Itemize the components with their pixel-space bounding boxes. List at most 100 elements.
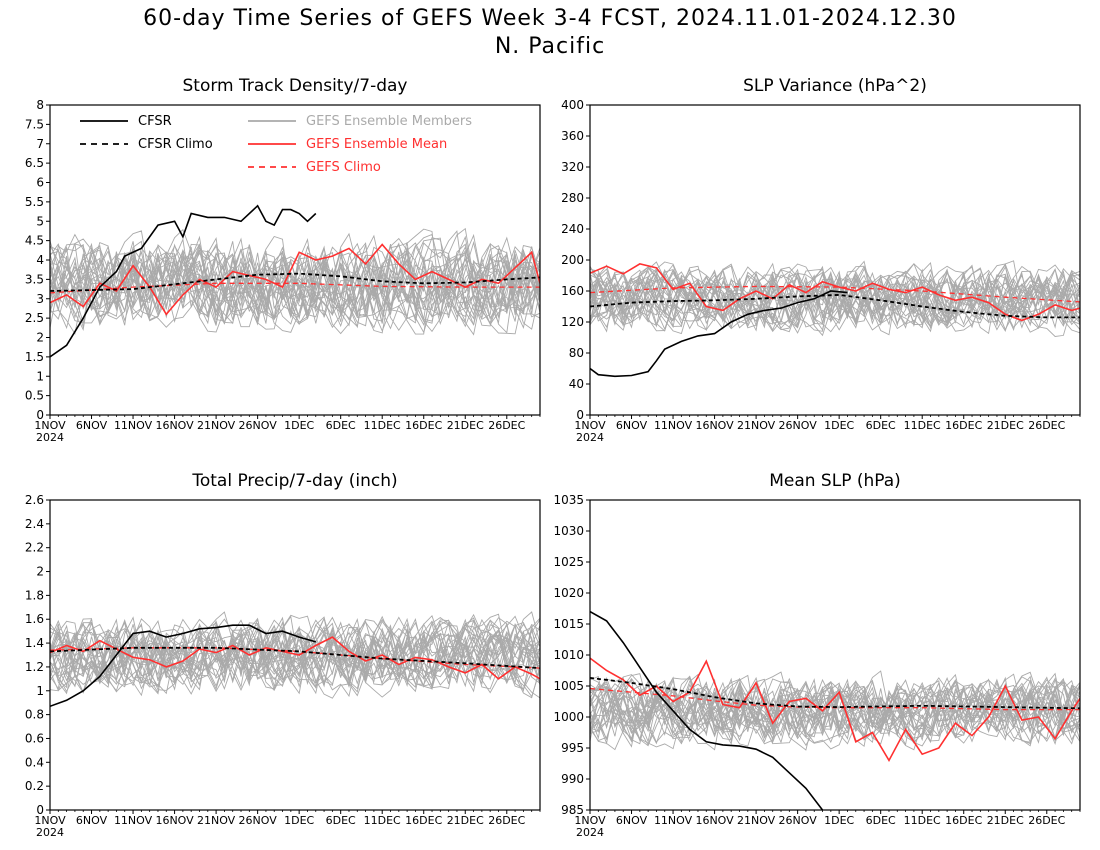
x-tick-label: 6DEC	[866, 419, 896, 432]
ensemble-member-line	[50, 622, 540, 695]
plot-area	[590, 260, 1080, 378]
x-year-label: 2024	[576, 431, 604, 444]
y-tick-label: 6	[36, 176, 44, 190]
x-tick-label: 16NOV	[695, 419, 734, 432]
x-tick-label: 26NOV	[779, 814, 818, 827]
x-tick-label: 16DEC	[405, 419, 442, 432]
y-tick-label: 0.5	[25, 389, 44, 403]
ensemble-member-line	[50, 619, 540, 695]
y-tick-label: 2.6	[25, 493, 44, 507]
x-tick-label: 6DEC	[866, 814, 896, 827]
ensemble-member-line	[590, 675, 1080, 745]
legend-label-gefs-climo: GEFS Climo	[306, 160, 381, 175]
y-tick-label: 120	[561, 315, 584, 329]
x-tick-label: 1DEC	[824, 419, 854, 432]
ensemble-member-line	[50, 246, 540, 326]
ensemble-member-line	[50, 230, 540, 331]
ensemble-member-line	[590, 264, 1080, 331]
x-tick-label: 6NOV	[76, 814, 108, 827]
ensemble-member-line	[50, 614, 540, 693]
y-tick-label: 1.2	[25, 660, 44, 674]
y-tick-label: 200	[561, 253, 584, 267]
cfsr-line	[50, 204, 317, 358]
y-tick-label: 1.5	[25, 350, 44, 364]
legend-label-ens-mean: GEFS Ensemble Mean	[306, 137, 447, 152]
y-tick-label: 2.2	[25, 541, 44, 555]
figure-title: 60-day Time Series of GEFS Week 3-4 FCST…	[143, 6, 957, 31]
gefs-ensemble-mean-line	[50, 636, 540, 680]
y-tick-label: 1	[36, 684, 44, 698]
y-tick-label: 80	[569, 346, 584, 360]
ensemble-member-line	[50, 235, 540, 328]
ensemble-member-line	[590, 263, 1080, 331]
y-tick-label: 5	[36, 214, 44, 228]
ensemble-member-line	[50, 617, 540, 694]
legend: CFSR CFSR Climo GEFS Ensemble Members GEFS …	[80, 114, 472, 175]
gefs-climo-line	[50, 647, 540, 669]
y-tick-label: 0	[36, 408, 44, 422]
panel-title: Total Precip/7-day (inch)	[191, 471, 397, 491]
x-tick-label: 26DEC	[1028, 419, 1065, 432]
legend-label-cfsr-climo: CFSR Climo	[138, 137, 213, 152]
panel-title: SLP Variance (hPa^2)	[743, 76, 927, 96]
x-tick-label: 21NOV	[197, 419, 236, 432]
y-tick-label: 320	[561, 160, 584, 174]
y-tick-label: 40	[569, 377, 584, 391]
y-tick-label: 5.5	[25, 195, 44, 209]
x-tick-label: 21DEC	[987, 419, 1024, 432]
ensemble-member-line	[590, 680, 1080, 751]
y-tick-label: 985	[561, 803, 584, 817]
cfsr-climo-line	[590, 293, 1080, 319]
y-tick-label: 4.5	[25, 234, 44, 248]
plot-area	[50, 204, 540, 358]
x-tick-label: 1NOV	[34, 814, 66, 827]
x-tick-label: 11NOV	[114, 419, 153, 432]
y-tick-label: 1005	[553, 679, 584, 693]
ensemble-member-line	[50, 227, 540, 321]
x-year-label: 2024	[576, 826, 604, 839]
panel-total-precip-7-day-inch: Total Precip/7-day (inch)00.20.40.60.811…	[25, 471, 541, 839]
gefs-climo-line	[590, 285, 1080, 303]
panel-slp-variance-hpa-2: SLP Variance (hPa^2) 0 40 80 120 160 200 240 280…	[561, 76, 1081, 444]
x-tick-label: 6DEC	[326, 419, 356, 432]
x-tick-label: 16NOV	[155, 419, 194, 432]
y-tick-label: 0	[576, 408, 584, 422]
panel-mean-slp-hpa: Mean SLP (hPa) 985 990 995 1000 1005 1010 1015 1…	[553, 471, 1081, 839]
x-tick-label: 26DEC	[488, 814, 525, 827]
x-tick-label: 21NOV	[737, 419, 776, 432]
x-tick-label: 11DEC	[364, 419, 401, 432]
cfsr-line	[590, 290, 848, 378]
y-tick-label: 0.6	[25, 731, 44, 745]
ensemble-member-line	[590, 678, 1080, 747]
y-tick-label: 1030	[553, 524, 584, 538]
ensemble-member-line	[590, 671, 1080, 745]
y-tick-label: 990	[561, 772, 584, 786]
x-tick-label: 21NOV	[197, 814, 236, 827]
x-tick-label: 11NOV	[114, 814, 153, 827]
x-tick-label: 26NOV	[779, 419, 818, 432]
x-tick-label: 21DEC	[987, 814, 1024, 827]
x-tick-label: 6NOV	[616, 419, 648, 432]
panel-storm-track-density-7-day: Storm Track Density/7-day 0 0.5 1 1.5 2 2.5 3 3.…	[25, 76, 541, 444]
y-tick-label: 4	[36, 253, 44, 267]
y-tick-label: 0.2	[25, 779, 44, 793]
y-tick-label: 160	[561, 284, 584, 298]
y-tick-label: 2.5	[25, 311, 44, 325]
x-year-label: 2024	[36, 826, 64, 839]
ensemble-member-line	[50, 617, 540, 690]
y-tick-label: 3.5	[25, 272, 44, 286]
x-tick-label: 26DEC	[1028, 814, 1065, 827]
y-tick-label: 8	[36, 98, 44, 112]
cfsr-line	[590, 610, 824, 810]
plot-frame	[49, 499, 541, 811]
x-tick-label: 26DEC	[488, 419, 525, 432]
gefs-ensemble-mean-line	[590, 657, 1080, 763]
x-year-label: 2024	[36, 431, 64, 444]
y-tick-label: 7	[36, 137, 44, 151]
legend-label-members: GEFS Ensemble Members	[306, 114, 472, 129]
plot-frame	[589, 499, 1081, 811]
y-tick-label: 0.4	[25, 755, 44, 769]
ensemble-member-line	[50, 613, 540, 699]
